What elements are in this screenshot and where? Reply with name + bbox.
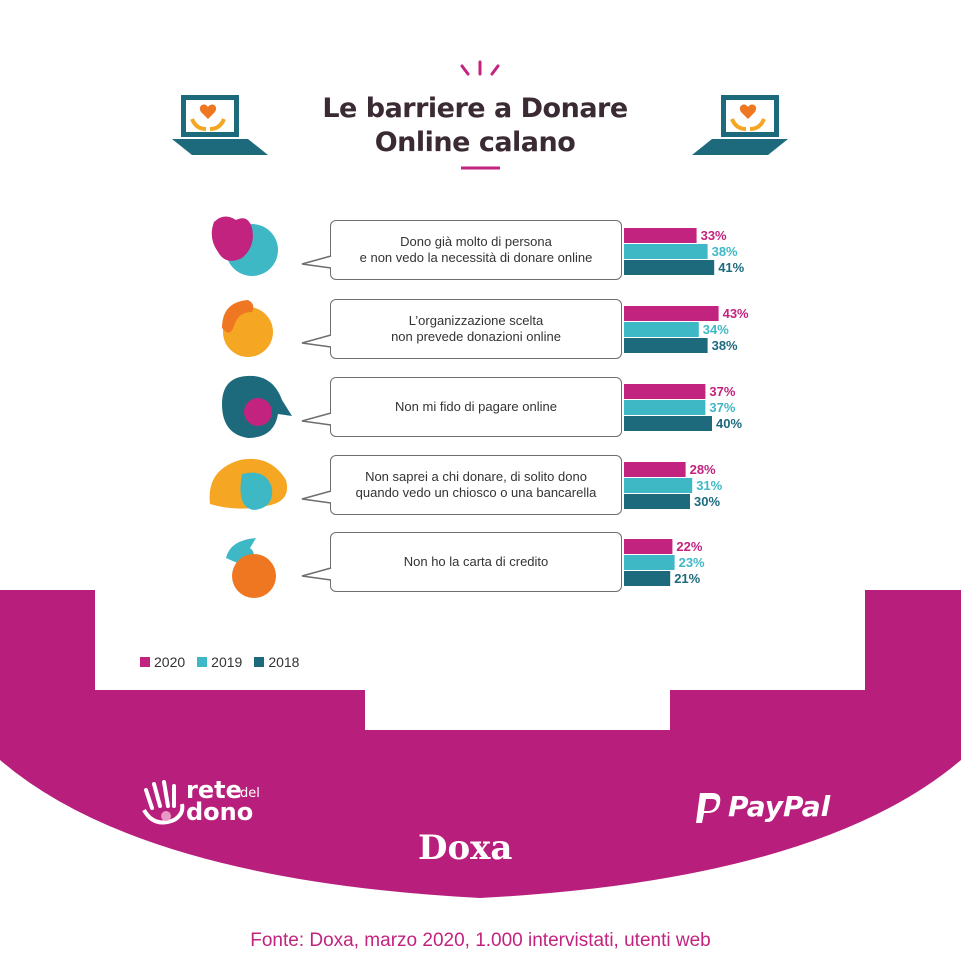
dono-logo-text: dono [186,798,254,826]
bar-value-label: 33% [701,228,727,243]
legend-item-2020: 2020 [140,654,185,670]
category-bubble: Dono già molto di persona e non vedo la … [330,220,622,280]
woman-avatar-icon [209,458,288,510]
chart-title: Le barriere a Donare Online calano [300,92,650,160]
hand-heart-icon [142,780,185,825]
paypal-logo-text: PayPal [728,790,831,823]
bar-value-label: 38% [712,244,738,259]
doxa-logo-text: Doxa [418,828,513,868]
category-label: Non mi fido di pagare online [395,399,557,414]
legend-item-2019: 2019 [197,654,242,670]
bar-value-label: 43% [723,306,749,321]
bar-value-label: 22% [676,539,702,554]
bar-value-label: 37% [709,400,735,415]
category-bubble: Non mi fido di pagare online [330,377,622,437]
bar-2020-4 [624,539,673,554]
category-bubble: Non ho la carta di credito [330,532,622,592]
bar-2019-3 [624,478,693,493]
bar-2020-2 [624,384,706,399]
bar-2020-0 [624,228,697,243]
category-label: Non saprei a chi donare, di solito dono … [355,469,597,500]
bar-2018-0 [624,260,715,275]
legend-label: 2019 [211,654,243,670]
bars-layer: 33%43%37%28%22%38%34%37%31%23%41%38%40%3… [624,228,749,586]
bar-value-label: 30% [694,494,720,509]
bar-2018-3 [624,494,690,509]
bar-value-label: 31% [696,478,722,493]
white-panel-lower [365,690,670,730]
legend-label: 2020 [154,654,186,670]
rete-logo-text: rete [186,776,242,804]
del-logo-text: del [240,786,260,801]
source-note: Fonte: Doxa, marzo 2020, 1.000 intervist… [250,930,711,951]
legend-item-2018: 2018 [254,654,299,670]
legend-label: 2018 [268,654,300,670]
bar-2019-4 [624,555,675,570]
white-panel [95,590,865,690]
legend: 2020 2019 2018 [140,654,299,670]
bar-value-label: 28% [690,462,716,477]
title-line-1: Le barriere a Donare [322,93,628,124]
bar-2019-0 [624,244,708,259]
woman-avatar-icon [211,216,278,276]
bar-2019-1 [624,322,699,337]
bar-value-label: 41% [718,260,744,275]
bar-value-label: 34% [703,322,729,337]
category-bubble: L’organizzazione scelta non prevede dona… [330,299,622,359]
man-avatar-icon [226,538,276,598]
title-sparkle [460,60,500,76]
bar-2020-1 [624,306,719,321]
legend-swatch [140,657,150,667]
category-label: Non ho la carta di credito [403,554,549,569]
category-bubble: Non saprei a chi donare, di solito dono … [330,455,622,515]
bar-value-label: 40% [716,416,742,431]
bar-2018-1 [624,338,708,353]
bar-2018-4 [624,571,671,586]
bar-2018-2 [624,416,712,431]
bar-2020-3 [624,462,686,477]
bar-value-label: 23% [679,555,705,570]
rete-del-dono-logo: rete del dono [140,778,290,834]
legend-swatch [254,657,265,667]
paypal-icon [696,793,721,823]
woman-avatar-icon [222,375,292,438]
hand-heart-laptop-icon [172,95,268,155]
category-label: Dono già molto di persona e non vedo la … [359,234,593,265]
bar-2019-2 [624,400,706,415]
bar-value-label: 38% [712,338,738,353]
man-avatar-icon [222,300,273,357]
bar-value-label: 21% [674,571,700,586]
legend-swatch [197,657,208,667]
bar-value-label: 37% [709,384,735,399]
title-line-2: Online calano [374,127,576,158]
category-label: L’organizzazione scelta non prevede dona… [391,313,561,344]
hand-heart-laptop-icon [692,95,788,155]
